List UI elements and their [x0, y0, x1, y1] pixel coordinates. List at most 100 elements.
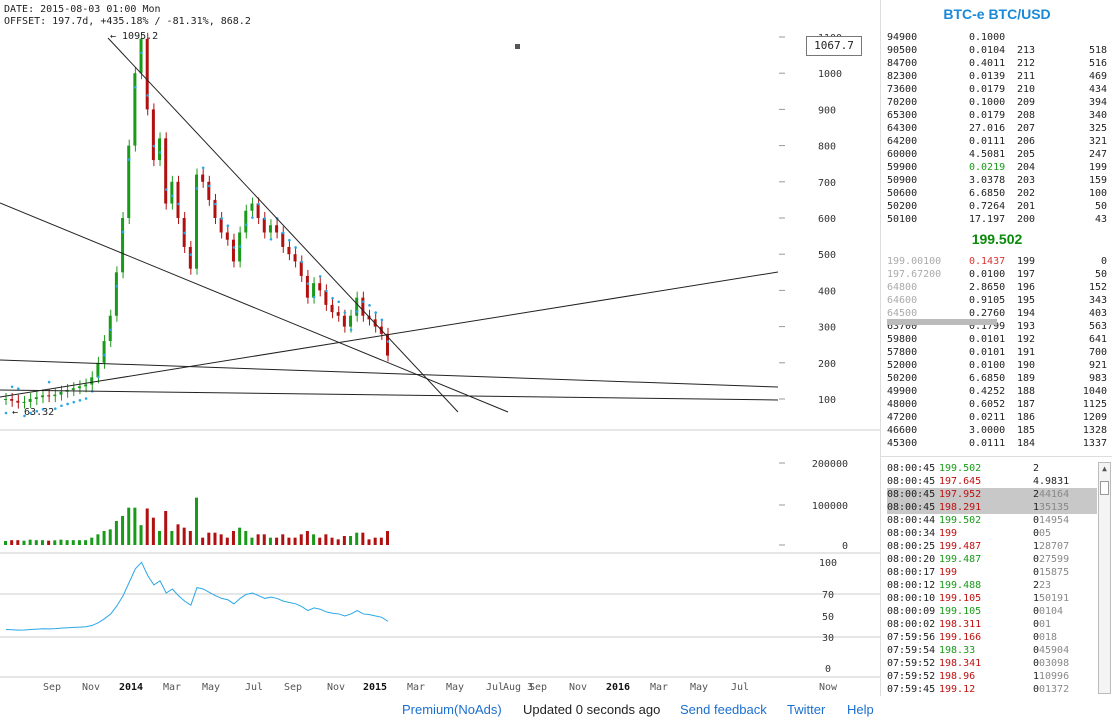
trade-row[interactable]: 07:59:45 199.12 0 01372	[887, 683, 1097, 696]
indicator-tick-label: 100	[819, 558, 837, 569]
volume-bar	[28, 539, 32, 545]
sar-dot	[288, 238, 291, 242]
trade-row[interactable]: 08:00:02 198.311 0 01	[887, 618, 1097, 631]
candle-body	[40, 395, 44, 398]
volume-bar	[244, 531, 248, 545]
trade-price: 199.488	[939, 580, 982, 591]
volume-bar	[176, 524, 180, 545]
scroll-thumb[interactable]	[1100, 481, 1109, 495]
amount-cell: 0.0139	[969, 71, 1006, 82]
trend-line	[0, 271, 779, 398]
volume-bar	[305, 531, 309, 545]
total-cell: 394	[1088, 97, 1107, 108]
trade-row[interactable]: 07:59:52 198.341 0 03098	[887, 657, 1097, 670]
trade-row[interactable]: 08:00:09 199.105 0 0104	[887, 605, 1097, 618]
amount-cell: 0.0100	[969, 360, 1006, 371]
help-link[interactable]: Help	[847, 702, 874, 717]
trade-row[interactable]: 07:59:54 198.33 0 45904	[887, 644, 1097, 657]
trade-price: 197.645	[939, 476, 982, 487]
candle-body	[4, 399, 7, 400]
ask-row: 65300 0.0179 208 340	[881, 109, 1112, 122]
sar-dot	[146, 94, 150, 97]
amount-cell: 0.0179	[969, 110, 1006, 121]
trade-row[interactable]: 07:59:56 199.166 0 018	[887, 631, 1097, 644]
trade-row[interactable]: 08:00:45 199.502 2	[887, 462, 1097, 475]
price-cell: 64300	[887, 123, 918, 134]
candle-body	[201, 174, 205, 182]
volume-bar	[219, 534, 223, 545]
total-cell: 1328	[1082, 425, 1107, 436]
total-cell: 321	[1088, 136, 1107, 147]
y-tick-label: 400	[818, 286, 836, 297]
trade-row[interactable]: 08:00:25 199.487 1 28707	[887, 540, 1097, 553]
volume-bar	[312, 534, 316, 545]
total-cell: 641	[1088, 334, 1107, 345]
trade-amount-int: 0	[1033, 528, 1040, 539]
ask-row: 73600 0.0179 210 434	[881, 83, 1112, 96]
price-cell: 48000	[887, 399, 918, 410]
level-cell: 197	[1017, 269, 1036, 280]
trade-time: 08:00:45	[887, 489, 936, 500]
trade-time: 08:00:45	[887, 463, 936, 474]
total-cell: 1209	[1082, 412, 1107, 423]
sar-dot	[300, 260, 304, 264]
price-cell: 59800	[887, 334, 918, 345]
candle-body	[10, 399, 14, 401]
volume-bar	[349, 536, 353, 545]
trade-row[interactable]: 08:00:45 198.291 1 35135	[887, 501, 1097, 514]
trade-row[interactable]: 08:00:34 199 0 05	[887, 527, 1097, 540]
chart-area[interactable]: 11001000900800700600500400300200100SepNo…	[0, 0, 880, 696]
candle-body	[268, 225, 272, 233]
trade-price: 197.952	[939, 489, 982, 500]
trade-row[interactable]: 08:00:20 199.487 0 27599	[887, 553, 1097, 566]
trade-row[interactable]: 07:59:52 198.96 1 10996	[887, 670, 1097, 683]
sar-dot	[84, 397, 88, 400]
premium-link[interactable]: Premium(NoAds)	[402, 702, 502, 717]
trade-row[interactable]: 08:00:45 197.952 2 44164	[887, 488, 1097, 501]
trade-time: 08:00:44	[887, 515, 936, 526]
trade-row[interactable]: 08:00:17 199 0 15875	[887, 566, 1097, 579]
candle-body	[219, 218, 223, 233]
candle-body	[164, 138, 168, 204]
trade-price: 198.33	[939, 645, 976, 656]
candle-body	[28, 399, 32, 402]
bid-row: 50200 6.6850 189 983	[881, 372, 1112, 385]
bid-row: 59800 0.0101 192 641	[881, 333, 1112, 346]
chart-svg[interactable]: 11001000900800700600500400300200100SepNo…	[0, 0, 880, 696]
trade-row[interactable]: 08:00:45 197.645 4.9831	[887, 475, 1097, 488]
trades-scrollbar[interactable]: ▲	[1098, 462, 1111, 694]
trade-amount-int: 4.9831	[1033, 476, 1070, 487]
total-cell: 50	[1094, 201, 1107, 212]
scroll-up-icon[interactable]: ▲	[1102, 464, 1107, 473]
x-tick-label: Sep	[43, 682, 61, 693]
sar-dot	[41, 408, 45, 411]
trend-line	[0, 389, 779, 401]
amount-cell: 0.0104	[969, 45, 1006, 56]
low-label: ← 63.32	[12, 407, 55, 418]
volume-bar	[53, 540, 57, 545]
send-feedback-link[interactable]: Send feedback	[680, 702, 767, 717]
level-cell: 194	[1017, 308, 1036, 319]
volume-bar	[10, 540, 14, 545]
sar-dot	[220, 217, 223, 220]
y-tick-label: 100	[818, 395, 836, 406]
sar-dot	[208, 184, 211, 188]
twitter-link[interactable]: Twitter	[787, 702, 826, 717]
trade-time: 07:59:52	[887, 658, 936, 669]
amount-cell: 3.0378	[969, 175, 1006, 186]
sar-dot	[72, 400, 76, 404]
bid-row: 64500 0.2760 194 403	[881, 307, 1112, 320]
trade-amount-int: 0	[1033, 632, 1040, 643]
amount-cell: 0.4011	[969, 58, 1006, 69]
volume-bar	[139, 525, 143, 545]
trade-row[interactable]: 08:00:44 199.502 0 14954	[887, 514, 1097, 527]
trade-amount-int: 1	[1033, 671, 1040, 682]
price-cell: 64200	[887, 136, 918, 147]
level-cell: 209	[1017, 97, 1036, 108]
volume-bar	[367, 539, 371, 545]
sar-dot	[337, 300, 341, 304]
trade-row[interactable]: 08:00:12 199.488 2 23	[887, 579, 1097, 592]
trade-amount-frac: 14954	[1039, 515, 1070, 526]
trade-row[interactable]: 08:00:10 199.105 1 50191	[887, 592, 1097, 605]
total-cell: 563	[1088, 321, 1107, 332]
